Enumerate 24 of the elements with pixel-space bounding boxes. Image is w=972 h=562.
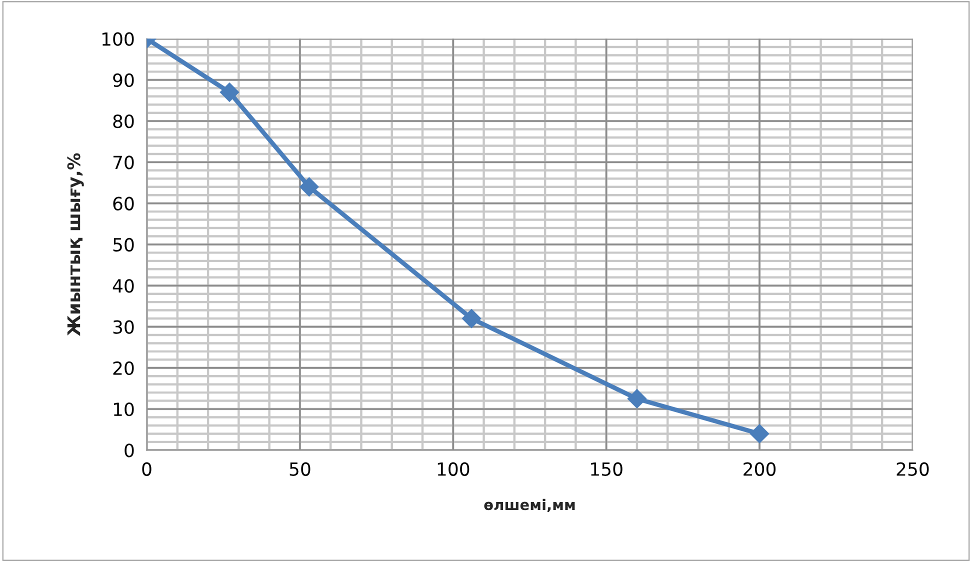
y-tick-label: 50 [113, 238, 134, 252]
y-tick-label: 20 [113, 361, 134, 375]
point [462, 308, 482, 328]
y-tick-label: 80 [113, 114, 134, 128]
y-tick-label: 30 [113, 320, 134, 334]
y-tick-label: 100 [102, 32, 134, 46]
x-tick-label: 0 [142, 462, 152, 476]
x-axis-title: өлшемі,мм [484, 498, 575, 512]
point [627, 389, 647, 408]
x-tick-label: 200 [744, 462, 776, 476]
x-tick-label: 100 [438, 462, 470, 476]
y-tick-label: 60 [113, 196, 134, 210]
y-tick-label: 0 [124, 444, 134, 458]
point [220, 82, 240, 102]
x-tick-label: 50 [290, 462, 310, 476]
point [300, 177, 319, 196]
y-tick-label: 10 [114, 402, 134, 416]
y-tick-label: 70 [113, 156, 134, 170]
y-axis-title: Жиынтық шығу,% [67, 153, 84, 336]
x-tick-label: 150 [591, 462, 622, 476]
x-tick-label: 250 [896, 462, 929, 476]
point [750, 424, 770, 444]
y-tick-label: 90 [113, 73, 134, 88]
y-tick-label: 40 [112, 279, 134, 293]
